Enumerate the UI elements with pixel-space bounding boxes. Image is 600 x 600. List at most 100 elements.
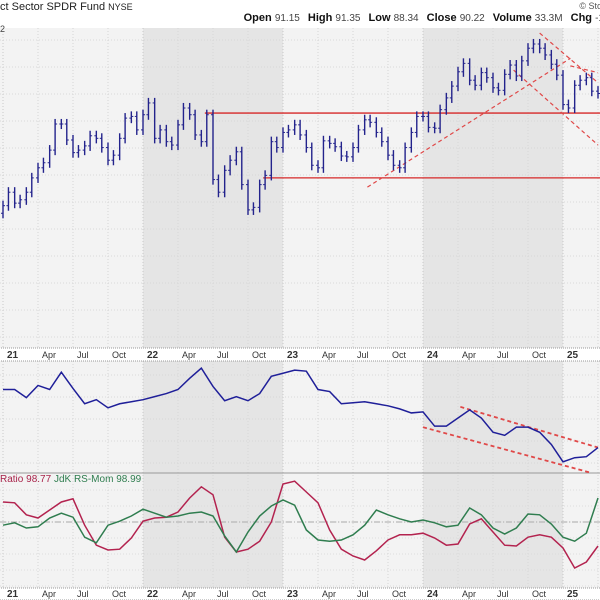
price-bar [403, 142, 408, 173]
price-bar [339, 141, 344, 162]
price-bar [141, 109, 145, 135]
price-bar [549, 49, 554, 70]
x-axis-row [0, 347, 600, 362]
close-label: Close [426, 12, 457, 24]
price-bar [421, 111, 425, 122]
price-panel [1, 32, 600, 219]
copyright-label: © Sto [579, 1, 600, 11]
low-value: 88.34 [393, 13, 419, 24]
price-bar [578, 75, 583, 91]
price-bar [432, 122, 437, 134]
x-tick-label: Jul [497, 589, 509, 599]
price-bar [222, 165, 227, 198]
x-axes: 21 Apr Jul Oct 22 Apr Jul Oct 23 Apr Jul Oct 24 Apr Ju… [0, 347, 600, 600]
price-bar [269, 136, 274, 181]
price-bar [356, 124, 361, 153]
price-bar [572, 80, 577, 114]
x-tick-label: Jul [77, 350, 89, 360]
x-tick-label: Oct [252, 350, 267, 360]
price-bar [298, 119, 303, 140]
x-tick-label: 24 [427, 350, 439, 361]
price-bar [117, 133, 122, 161]
rs-momentum-line [2, 497, 599, 554]
price-bar [199, 129, 204, 147]
price-bar [193, 109, 198, 140]
x-tick-label: Apr [42, 589, 56, 599]
x-tick-label: 25 [567, 589, 579, 600]
volume-label: Volume [492, 12, 532, 24]
price-bar [164, 124, 169, 147]
price-bar [94, 130, 99, 144]
price-bar [53, 118, 58, 156]
trendline [513, 69, 599, 146]
price-bar [438, 104, 443, 134]
price-bar [362, 114, 367, 135]
x-tick-label: 22 [147, 589, 159, 600]
ratio-label: Ratio [0, 474, 24, 485]
price-bar [187, 102, 192, 120]
x-tick-label: 23 [287, 350, 299, 361]
x-tick-label: Oct [392, 350, 407, 360]
indicator-legend: Ratio 98.77 JdK RS-Mom 98.99 [0, 474, 141, 485]
price-bar [1, 200, 5, 219]
x-tick-label: Apr [42, 350, 56, 360]
year-bands [0, 28, 600, 600]
price-bar [176, 119, 180, 151]
price-bar [508, 60, 513, 80]
price-bar [216, 174, 221, 198]
price-bar [473, 75, 478, 91]
price-bar [584, 72, 589, 86]
price-bar [211, 109, 215, 185]
price-bar [169, 136, 174, 151]
x-tick-label: Oct [392, 589, 407, 599]
price-bar [18, 194, 23, 209]
price-bar [351, 142, 355, 162]
price-bar [146, 97, 151, 120]
price-bar [414, 111, 419, 138]
low-label: Low [368, 12, 391, 24]
price-bar [426, 111, 431, 133]
price-bar [204, 109, 209, 147]
price-bar [514, 60, 519, 82]
exchange-label: NYSE [108, 2, 133, 12]
x-tick-label: Apr [322, 589, 336, 599]
x-tick-label: Apr [322, 350, 336, 360]
price-bar [321, 135, 326, 173]
x-tick-label: Jul [77, 589, 89, 599]
price-bar [561, 70, 565, 110]
trendline [570, 65, 599, 74]
price-bar [129, 111, 134, 124]
x-tick-label: Oct [252, 589, 267, 599]
x-tick-label: Apr [462, 589, 476, 599]
x-tick-label: Oct [112, 350, 127, 360]
price-bar [246, 179, 250, 215]
price-bar [292, 119, 297, 135]
price-bar [47, 145, 52, 168]
x-tick-label: Oct [532, 589, 547, 599]
price-bar [29, 172, 34, 198]
price-bar [76, 145, 81, 158]
chg-value: -1 [595, 13, 600, 24]
price-bar [449, 81, 454, 103]
price-bar [286, 124, 291, 138]
price-bar [368, 114, 373, 128]
price-bar [309, 142, 314, 171]
high-value: 91.35 [335, 13, 361, 24]
price-bar [239, 146, 244, 190]
x-tick-label: Oct [112, 589, 127, 599]
price-bar [379, 127, 384, 147]
price-bar [257, 179, 262, 213]
price-bar [251, 202, 256, 215]
price-bar [158, 124, 163, 144]
volume-value: 33.3M [534, 13, 563, 24]
price-bar [554, 59, 559, 81]
price-bar [502, 69, 507, 96]
price-bar [36, 162, 40, 183]
x-tick-label: 22 [147, 350, 159, 361]
x-tick-label: 23 [287, 589, 299, 600]
relative-strength-panel [3, 366, 599, 474]
rs-ratio-line [2, 480, 599, 569]
high-label: High [307, 12, 333, 24]
trendline [539, 32, 599, 84]
x-tick-label: Jul [217, 589, 229, 599]
